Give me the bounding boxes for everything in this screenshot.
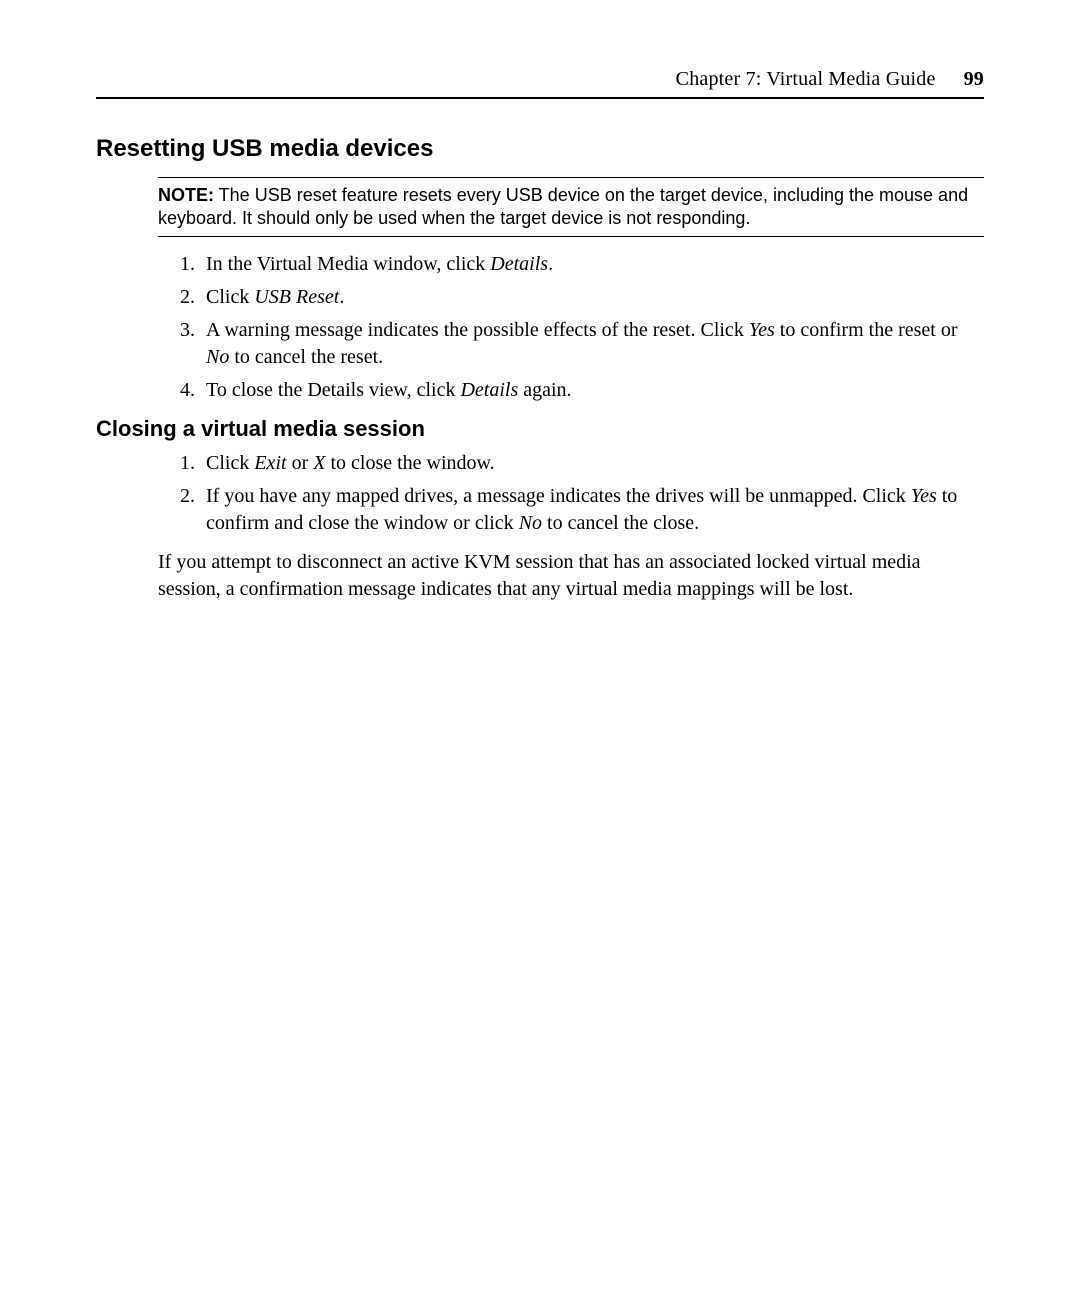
step-text: or [287,452,314,474]
note-text: NOTE: The USB reset feature resets every… [158,178,984,236]
step-text: To close the Details view, click [206,379,460,401]
list-item: Click Exit or X to close the window. [200,450,984,477]
heading-resetting-usb: Resetting USB media devices [96,135,984,163]
list-item: In the Virtual Media window, click Detai… [200,251,984,278]
step-text: In the Virtual Media window, click [206,253,490,275]
list-item: Click USB Reset. [200,284,984,311]
closing-steps-list: Click Exit or X to close the window. If … [96,450,984,537]
step-text: to close the window. [325,452,494,474]
header-divider [96,97,984,99]
note-block: NOTE: The USB reset feature resets every… [158,177,984,237]
ui-ref-yes: Yes [911,485,937,507]
note-body: The USB reset feature resets every USB d… [158,185,968,228]
page-header: Chapter 7: Virtual Media Guide 99 [96,68,984,91]
step-text: to confirm the reset or [775,319,958,341]
list-item: A warning message indicates the possible… [200,317,984,371]
step-text: If you have any mapped drives, a message… [206,485,911,507]
reset-steps-list: In the Virtual Media window, click Detai… [96,251,984,404]
note-rule-bottom [158,236,984,237]
ui-ref-details: Details [490,253,548,275]
chapter-title: Chapter 7: Virtual Media Guide [676,68,936,91]
page-number: 99 [964,68,984,91]
step-text: Click [206,286,254,308]
heading-closing-session: Closing a virtual media session [96,416,984,442]
list-item: If you have any mapped drives, a message… [200,483,984,537]
step-text: . [548,253,553,275]
step-text: to cancel the close. [542,512,699,534]
step-text: again. [518,379,571,401]
ui-ref-exit: Exit [254,452,286,474]
note-label: NOTE: [158,185,214,205]
step-text: A warning message indicates the possible… [206,319,749,341]
page: Chapter 7: Virtual Media Guide 99 Resett… [0,0,1080,1296]
ui-ref-x: X [313,452,325,474]
closing-paragraph: If you attempt to disconnect an active K… [158,549,984,603]
step-text: . [339,286,344,308]
step-text: to cancel the reset. [229,346,383,368]
ui-ref-usb-reset: USB Reset [254,286,339,308]
step-text: Click [206,452,254,474]
ui-ref-no: No [519,512,542,534]
ui-ref-no: No [206,346,229,368]
list-item: To close the Details view, click Details… [200,377,984,404]
ui-ref-yes: Yes [749,319,775,341]
ui-ref-details: Details [460,379,518,401]
